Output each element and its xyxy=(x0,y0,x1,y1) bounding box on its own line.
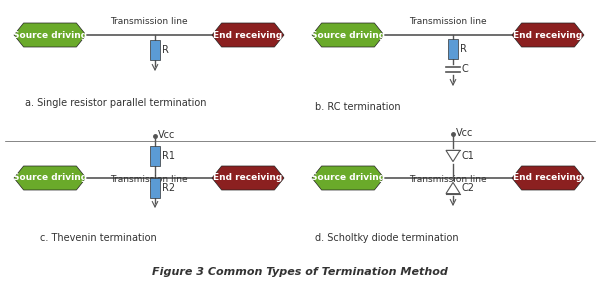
Text: Source driving: Source driving xyxy=(311,173,385,182)
Text: C2: C2 xyxy=(462,183,475,193)
Polygon shape xyxy=(512,166,584,190)
Text: End receiving: End receiving xyxy=(514,173,583,182)
Polygon shape xyxy=(446,150,460,162)
Text: Vcc: Vcc xyxy=(158,130,175,140)
Text: Vcc: Vcc xyxy=(456,128,473,138)
Text: End receiving: End receiving xyxy=(514,30,583,39)
Text: Transmission line: Transmission line xyxy=(409,175,487,184)
Polygon shape xyxy=(212,23,284,47)
Text: d. Scholtky diode termination: d. Scholtky diode termination xyxy=(315,233,458,243)
FancyBboxPatch shape xyxy=(150,146,160,166)
Text: C1: C1 xyxy=(462,151,475,161)
Text: c. Thevenin termination: c. Thevenin termination xyxy=(40,233,157,243)
Text: Source driving: Source driving xyxy=(311,30,385,39)
Text: Transmission line: Transmission line xyxy=(110,17,188,27)
Polygon shape xyxy=(312,23,384,47)
Text: R1: R1 xyxy=(162,151,175,161)
Polygon shape xyxy=(14,23,86,47)
Text: Figure 3 Common Types of Termination Method: Figure 3 Common Types of Termination Met… xyxy=(152,267,448,277)
Text: a. Single resistor parallel termination: a. Single resistor parallel termination xyxy=(25,98,206,108)
Text: Source driving: Source driving xyxy=(13,173,87,182)
Polygon shape xyxy=(512,23,584,47)
Text: End receiving: End receiving xyxy=(214,173,283,182)
Text: Source driving: Source driving xyxy=(13,30,87,39)
Text: End receiving: End receiving xyxy=(214,30,283,39)
Text: R2: R2 xyxy=(162,183,175,193)
Text: R: R xyxy=(460,44,467,54)
Text: Transmission line: Transmission line xyxy=(409,17,487,27)
Text: R: R xyxy=(162,45,169,55)
Polygon shape xyxy=(446,182,460,194)
Polygon shape xyxy=(212,166,284,190)
FancyBboxPatch shape xyxy=(448,39,458,59)
Text: C: C xyxy=(462,64,469,74)
FancyBboxPatch shape xyxy=(150,40,160,60)
Polygon shape xyxy=(312,166,384,190)
FancyBboxPatch shape xyxy=(150,178,160,198)
Polygon shape xyxy=(14,166,86,190)
Text: b. RC termination: b. RC termination xyxy=(315,102,401,112)
Text: Transmission line: Transmission line xyxy=(110,175,188,184)
